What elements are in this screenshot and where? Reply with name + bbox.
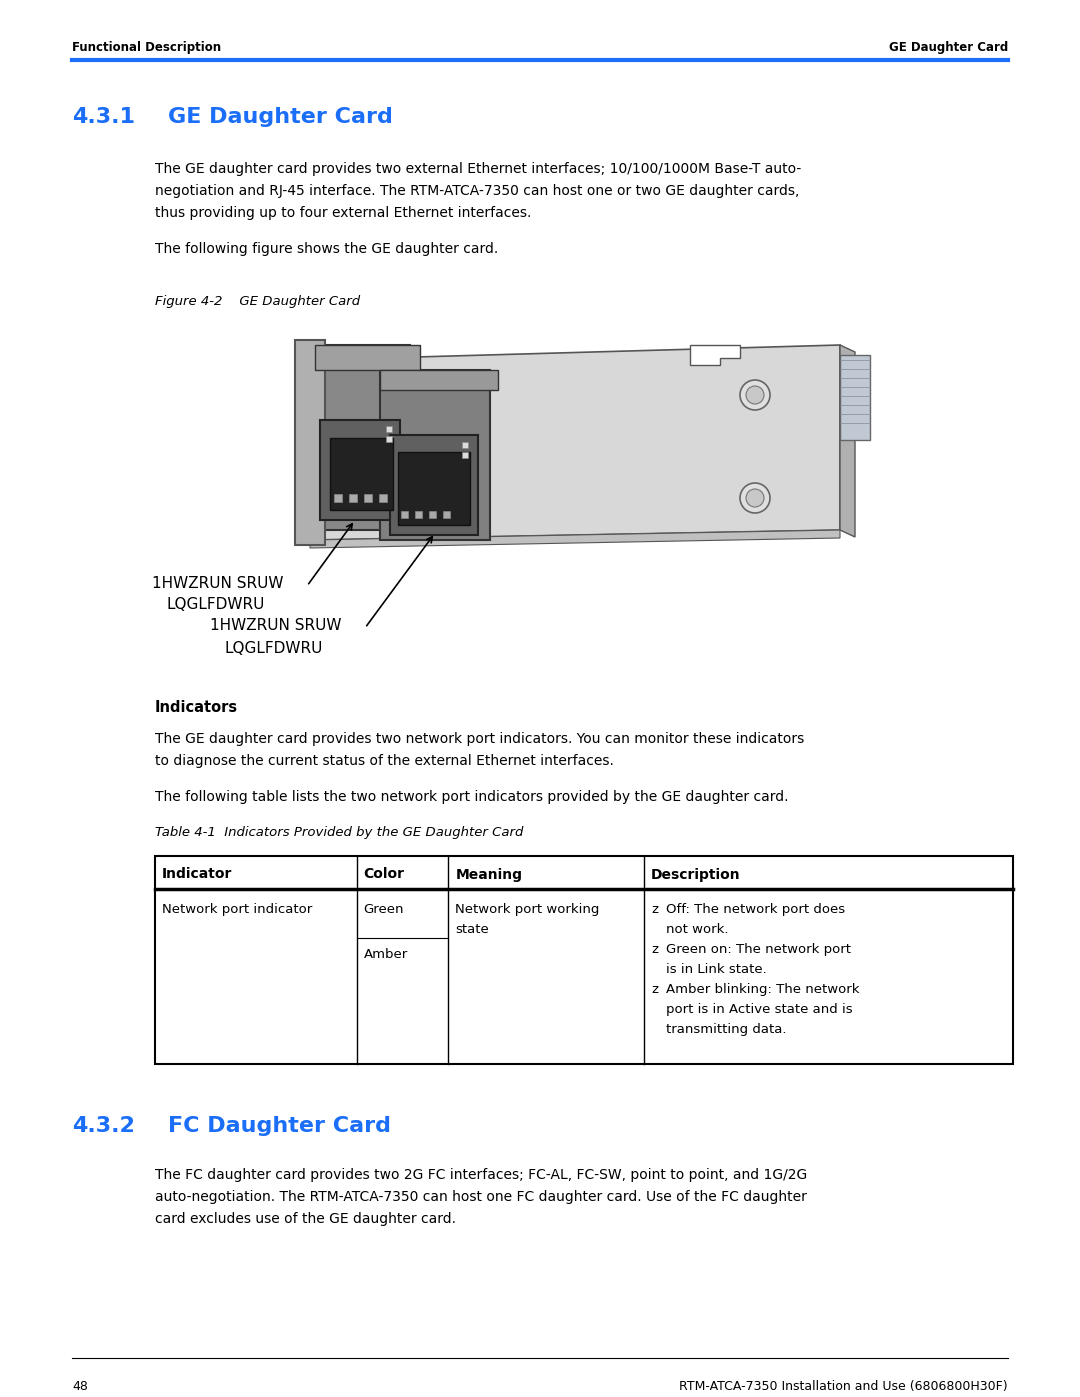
Polygon shape	[380, 370, 498, 390]
Polygon shape	[840, 355, 870, 440]
Text: state: state	[456, 923, 489, 936]
Bar	[429, 511, 436, 518]
Text: The GE daughter card provides two network port indicators. You can monitor these: The GE daughter card provides two networ…	[156, 732, 805, 746]
Bar	[379, 495, 387, 502]
Text: Network port working: Network port working	[456, 902, 599, 916]
Bar	[349, 495, 357, 502]
Text: Network port indicator: Network port indicator	[162, 902, 312, 916]
Polygon shape	[295, 339, 325, 545]
Text: The FC daughter card provides two 2G FC interfaces; FC-AL, FC-SW, point to point: The FC daughter card provides two 2G FC …	[156, 1168, 807, 1182]
Text: 4.3.2: 4.3.2	[72, 1116, 135, 1136]
Text: Color: Color	[364, 868, 405, 882]
Circle shape	[746, 489, 764, 507]
Bar	[364, 495, 372, 502]
Text: z: z	[651, 983, 658, 996]
Text: The following table lists the two network port indicators provided by the GE dau: The following table lists the two networ…	[156, 789, 788, 805]
Bar	[401, 511, 408, 518]
Text: GE Daughter Card: GE Daughter Card	[889, 42, 1008, 54]
Polygon shape	[690, 345, 740, 365]
Text: Green on: The network port: Green on: The network port	[666, 943, 851, 956]
Polygon shape	[310, 529, 840, 548]
Text: Indicator: Indicator	[162, 868, 232, 882]
Text: Green: Green	[364, 902, 404, 916]
Bar	[443, 511, 450, 518]
Polygon shape	[390, 434, 478, 535]
Polygon shape	[320, 420, 400, 520]
Circle shape	[746, 386, 764, 404]
Polygon shape	[399, 453, 470, 525]
Text: transmitting data.: transmitting data.	[666, 1023, 786, 1037]
Text: 1HWZRUN SRUW: 1HWZRUN SRUW	[210, 617, 341, 633]
Text: RTM-ATCA-7350 Installation and Use (6806800H30F): RTM-ATCA-7350 Installation and Use (6806…	[679, 1380, 1008, 1393]
Polygon shape	[380, 370, 490, 541]
Text: Table 4-1  Indicators Provided by the GE Daughter Card: Table 4-1 Indicators Provided by the GE …	[156, 826, 524, 840]
Text: The GE daughter card provides two external Ethernet interfaces; 10/100/1000M Bas: The GE daughter card provides two extern…	[156, 162, 801, 176]
Text: LQGLFDWRU: LQGLFDWRU	[166, 597, 265, 612]
Text: z: z	[651, 943, 658, 956]
Text: Amber blinking: The network: Amber blinking: The network	[666, 983, 860, 996]
Polygon shape	[840, 345, 855, 536]
Bar	[462, 453, 468, 458]
Circle shape	[740, 380, 770, 409]
Bar	[386, 436, 392, 441]
Text: to diagnose the current status of the external Ethernet interfaces.: to diagnose the current status of the ex…	[156, 754, 613, 768]
Text: Amber: Amber	[364, 949, 408, 961]
Text: z: z	[651, 902, 658, 916]
Circle shape	[740, 483, 770, 513]
Text: GE Daughter Card: GE Daughter Card	[168, 108, 393, 127]
Bar	[334, 495, 342, 502]
Text: port is in Active state and is: port is in Active state and is	[666, 1003, 853, 1016]
Bar	[156, 856, 1013, 1065]
Text: 48: 48	[72, 1380, 87, 1393]
Polygon shape	[315, 345, 410, 529]
Text: auto-negotiation. The RTM-ATCA-7350 can host one FC daughter card. Use of the FC: auto-negotiation. The RTM-ATCA-7350 can …	[156, 1190, 807, 1204]
Text: not work.: not work.	[666, 923, 729, 936]
Text: Meaning: Meaning	[456, 868, 523, 882]
Polygon shape	[315, 345, 420, 370]
Text: LQGLFDWRU: LQGLFDWRU	[224, 641, 322, 657]
Text: negotiation and RJ-45 interface. The RTM-ATCA-7350 can host one or two GE daught: negotiation and RJ-45 interface. The RTM…	[156, 184, 799, 198]
Text: 4.3.1: 4.3.1	[72, 108, 135, 127]
Polygon shape	[310, 345, 840, 541]
Text: Description: Description	[651, 868, 741, 882]
Bar	[415, 511, 422, 518]
Text: Functional Description: Functional Description	[72, 42, 221, 54]
Text: card excludes use of the GE daughter card.: card excludes use of the GE daughter car…	[156, 1213, 456, 1227]
Text: thus providing up to four external Ethernet interfaces.: thus providing up to four external Ether…	[156, 205, 531, 219]
Bar	[386, 426, 392, 432]
Polygon shape	[330, 439, 393, 510]
Text: Indicators: Indicators	[156, 700, 238, 715]
Text: Figure 4-2    GE Daughter Card: Figure 4-2 GE Daughter Card	[156, 295, 360, 307]
Bar	[462, 441, 468, 448]
Text: Off: The network port does: Off: The network port does	[666, 902, 846, 916]
Text: 1HWZRUN SRUW: 1HWZRUN SRUW	[152, 576, 283, 591]
Text: FC Daughter Card: FC Daughter Card	[168, 1116, 391, 1136]
Text: The following figure shows the GE daughter card.: The following figure shows the GE daught…	[156, 242, 498, 256]
Text: is in Link state.: is in Link state.	[666, 963, 767, 977]
